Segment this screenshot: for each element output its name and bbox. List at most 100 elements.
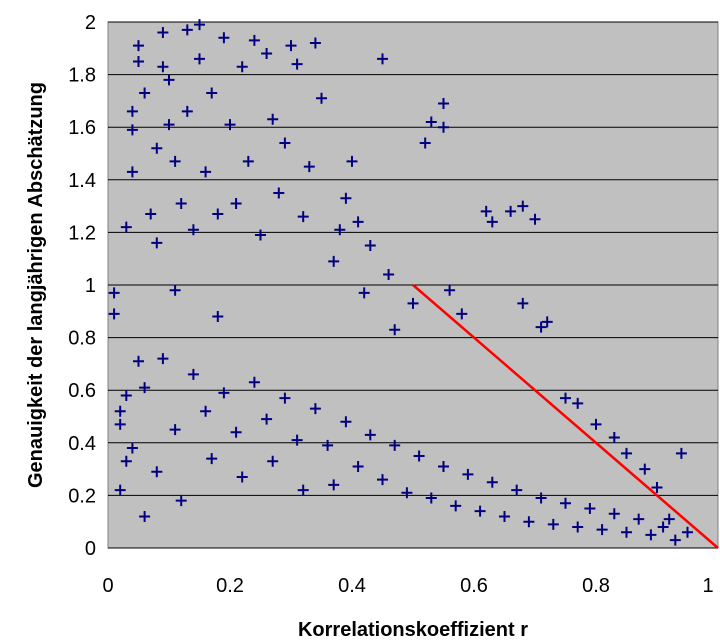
data-point (383, 268, 395, 280)
data-point (200, 166, 212, 178)
y-tick-label: 0.8 (68, 328, 96, 350)
data-point (236, 61, 248, 73)
data-point (511, 484, 523, 496)
y-tick-label: 0.4 (68, 433, 96, 455)
data-point (126, 105, 138, 117)
data-point (181, 105, 193, 117)
data-point (584, 503, 596, 515)
data-point (651, 482, 663, 494)
data-point (535, 321, 547, 333)
data-point (200, 405, 212, 417)
data-point (297, 211, 309, 223)
data-point (206, 453, 218, 465)
y-tick-label: 2 (85, 12, 96, 34)
y-tick-label: 1.6 (68, 117, 96, 139)
data-point (663, 513, 675, 525)
data-point (230, 197, 242, 209)
data-point (425, 116, 437, 128)
data-point (669, 534, 681, 546)
data-point (175, 197, 187, 209)
data-point (139, 87, 151, 99)
data-point (139, 510, 151, 522)
data-point (157, 27, 169, 39)
data-point (682, 526, 693, 538)
data-point (444, 284, 456, 296)
data-point (364, 429, 376, 441)
data-point (560, 497, 571, 509)
data-point (621, 447, 632, 459)
data-point (151, 237, 163, 249)
data-point (120, 389, 132, 401)
data-point (236, 471, 248, 483)
data-point (279, 392, 291, 404)
data-point (328, 479, 340, 491)
data-point (218, 387, 230, 399)
data-point (523, 516, 535, 528)
y-tick-label: 0.2 (68, 485, 96, 507)
data-point (291, 58, 303, 70)
data-point (316, 92, 327, 104)
x-tick-label: 0.4 (338, 575, 366, 597)
data-points (108, 19, 693, 546)
data-point (187, 224, 199, 236)
data-point (261, 413, 273, 425)
y-tick-label: 0 (85, 538, 96, 560)
data-point (157, 353, 169, 365)
data-point (621, 526, 632, 538)
data-point (120, 455, 132, 467)
data-point (529, 213, 541, 225)
data-point (279, 137, 291, 149)
data-point (456, 308, 468, 320)
data-point (267, 455, 279, 467)
data-point (297, 484, 309, 496)
data-point (322, 439, 334, 451)
data-point (377, 53, 388, 65)
y-tick-label: 0.6 (68, 380, 96, 402)
data-point (169, 155, 181, 167)
data-point (572, 397, 584, 409)
data-point (480, 205, 492, 217)
y-axis-ticks: 0 0.2 0.4 0.6 0.8 1 1.2 1.4 1.6 1.8 2 (68, 12, 96, 560)
data-point (352, 216, 364, 228)
data-point (108, 287, 120, 299)
data-point (486, 476, 498, 488)
data-point (145, 208, 157, 220)
data-point (151, 142, 163, 154)
data-point (139, 382, 151, 394)
data-point (212, 311, 224, 323)
data-point (224, 119, 236, 131)
data-point (450, 500, 462, 512)
data-point (255, 229, 266, 241)
data-point (541, 316, 553, 328)
x-tick-label: 1 (702, 575, 713, 597)
data-point (340, 192, 352, 204)
data-point (377, 474, 388, 486)
data-point (267, 113, 279, 125)
data-point (126, 442, 138, 454)
x-tick-label: 0.2 (216, 575, 244, 597)
data-point (474, 505, 486, 517)
data-point (309, 403, 321, 415)
data-point (169, 284, 181, 296)
y-tick-label: 1.2 (68, 222, 96, 244)
data-point (309, 37, 321, 49)
data-point (675, 447, 687, 459)
data-point (175, 495, 187, 507)
data-point (608, 508, 620, 520)
y-tick-label: 1.4 (68, 170, 96, 192)
data-point (108, 308, 120, 320)
data-point (608, 432, 620, 444)
data-point (133, 40, 144, 52)
data-point (438, 98, 449, 110)
data-point (169, 424, 181, 436)
data-point (133, 355, 144, 367)
x-tick-label: 0 (102, 575, 113, 597)
data-point (126, 124, 138, 136)
data-point (358, 287, 370, 299)
data-point (389, 324, 401, 336)
data-point (334, 224, 346, 236)
data-point (230, 426, 242, 438)
data-point (517, 200, 529, 212)
data-point (499, 510, 510, 522)
